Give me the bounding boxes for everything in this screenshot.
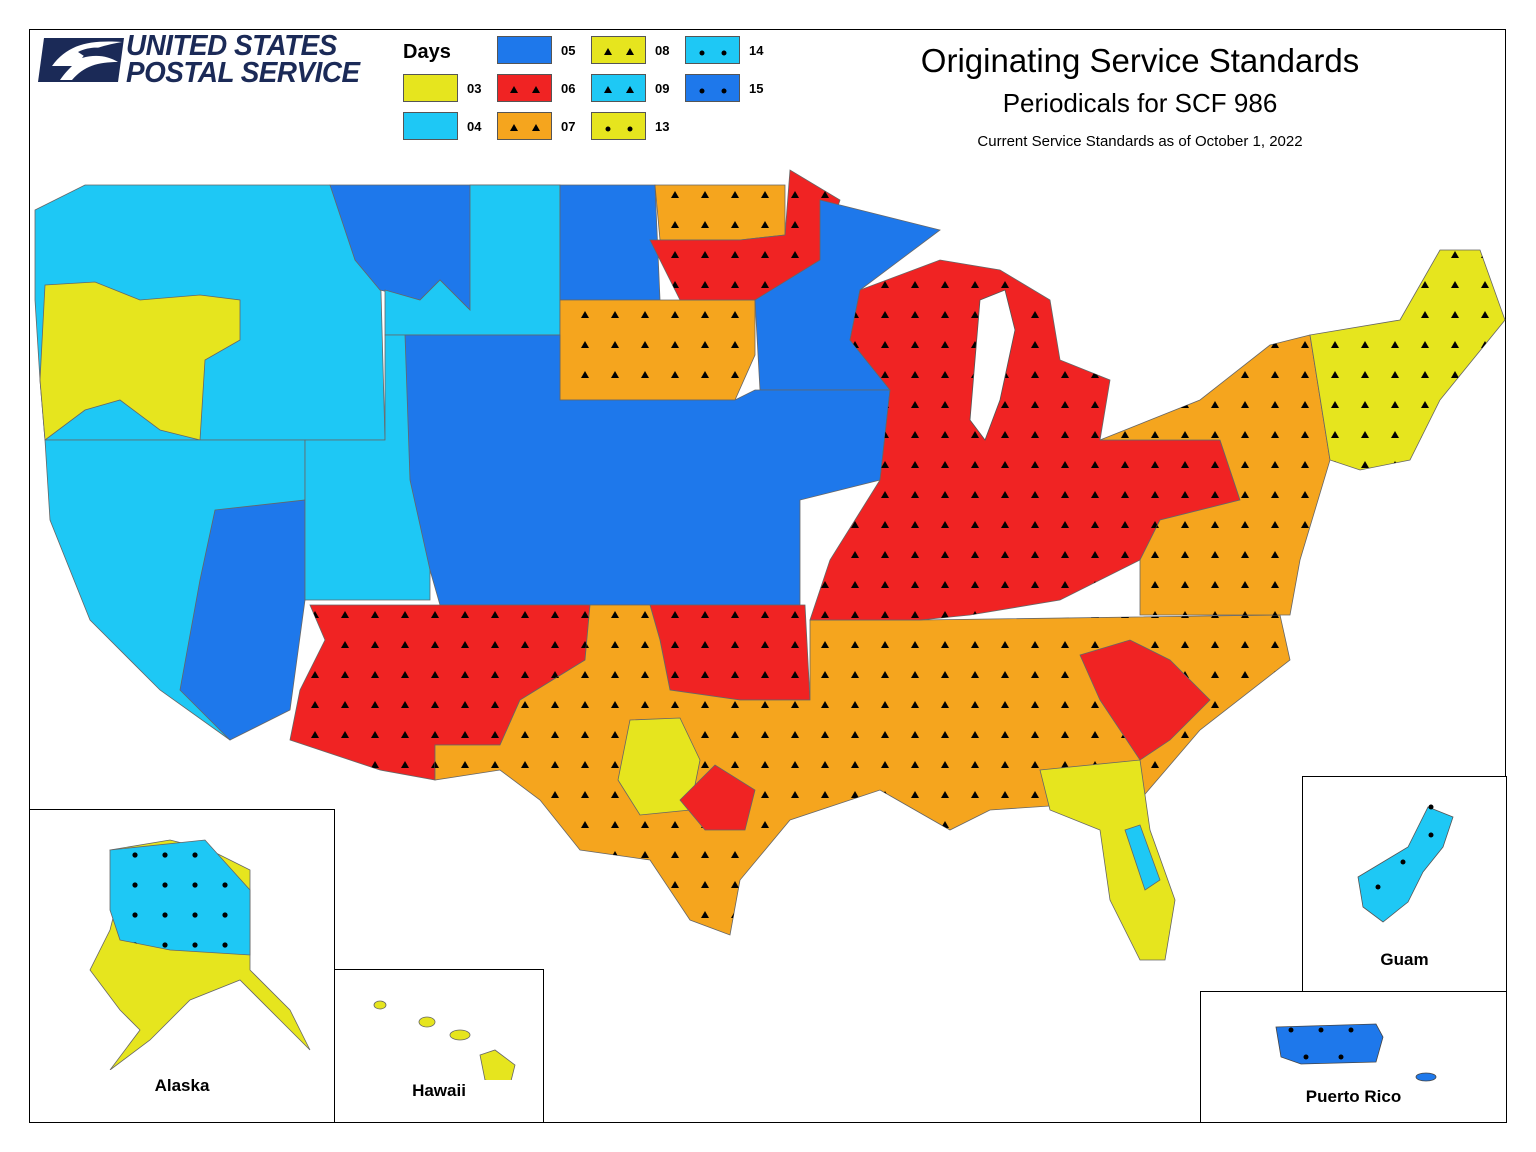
legend-label: 05 [561,43,576,58]
alaska-map [89,839,311,1070]
legend-swatch [497,36,552,64]
legend-swatch [403,112,458,140]
eagle-icon [38,38,124,82]
legend-label: 06 [561,81,576,96]
map-title: Originating Service Standards [920,42,1360,79]
legend-label: 09 [655,81,670,96]
guam-label: Guam [1380,950,1429,969]
legend-swatch [497,74,552,102]
region-carolina-red [1079,639,1211,761]
region-mn-pattern [650,170,840,300]
region-south-pattern [435,605,1290,935]
guam-inset: Guam [1302,776,1507,992]
legend-label: 04 [467,119,482,134]
legend-swatch [591,36,646,64]
legend-item-06: 06 [497,74,592,104]
legend-item-04: 04 [403,112,498,142]
region-ok-pattern [650,605,810,700]
puerto-rico-label: Puerto Rico [1305,1087,1402,1106]
usps-logo: UNITED STATES POSTAL SERVICE [38,30,373,92]
legend-swatch [685,74,740,102]
legend-item-07: 07 [497,112,592,142]
region-sd-pattern [560,300,755,400]
legend-item-05: 05 [497,36,592,66]
legend-swatch [403,74,458,102]
map-subtitle: Periodicals for SCF 986 [1002,88,1278,118]
region-nd-pattern [655,185,785,240]
region-florida-cyan [1124,824,1161,891]
legend-item-14: 14 [685,36,780,66]
legend-label: 14 [749,43,764,58]
legend-label: 07 [561,119,576,134]
region-midwest-pattern [810,260,1240,620]
puerto-rico-map [1275,1023,1437,1082]
legend-label: 13 [655,119,670,134]
legend-swatch [591,74,646,102]
region-texas-red [679,764,756,831]
region-florida-yellow [1039,759,1176,961]
hawaii-label: Hawaii [412,1081,466,1100]
legend: Days 03 04 05 06 07 08 09 13 14 15 [400,36,800,146]
logo-line-2: POSTAL SERVICE [126,57,360,89]
region-oregon-yellow [39,281,241,441]
guam-map [1357,804,1454,923]
legend-label: 08 [655,43,670,58]
legend-swatch [497,112,552,140]
legend-item-03: 03 [403,74,498,104]
legend-item-15: 15 [685,74,780,104]
title-block: Originating Service Standards Periodical… [860,40,1420,150]
puerto-rico-inset: Puerto Rico [1200,991,1507,1123]
legend-label: 15 [749,81,764,96]
legend-item-09: 09 [591,74,686,104]
region-arizona-pattern [290,605,590,780]
legend-swatch [591,112,646,140]
date-line: Current Service Standards as of October … [977,133,1303,150]
lake-michigan [969,289,1016,441]
region-dakota-blue [559,184,661,301]
alaska-inset: Alaska [29,809,335,1123]
alaska-label: Alaska [154,1076,210,1095]
logo-line-1: UNITED STATES [126,30,337,62]
legend-title: Days [403,41,451,63]
region-northeast-pattern [1100,335,1330,615]
legend-item-13: 13 [591,112,686,142]
legend-label: 03 [467,81,482,96]
hawaii-inset: Hawaii [334,969,544,1123]
region-newengland-pattern [1310,250,1505,470]
legend-swatch [685,36,740,64]
conus-map [34,169,1506,961]
hawaii-map [373,1000,516,1080]
legend-item-08: 08 [591,36,686,66]
